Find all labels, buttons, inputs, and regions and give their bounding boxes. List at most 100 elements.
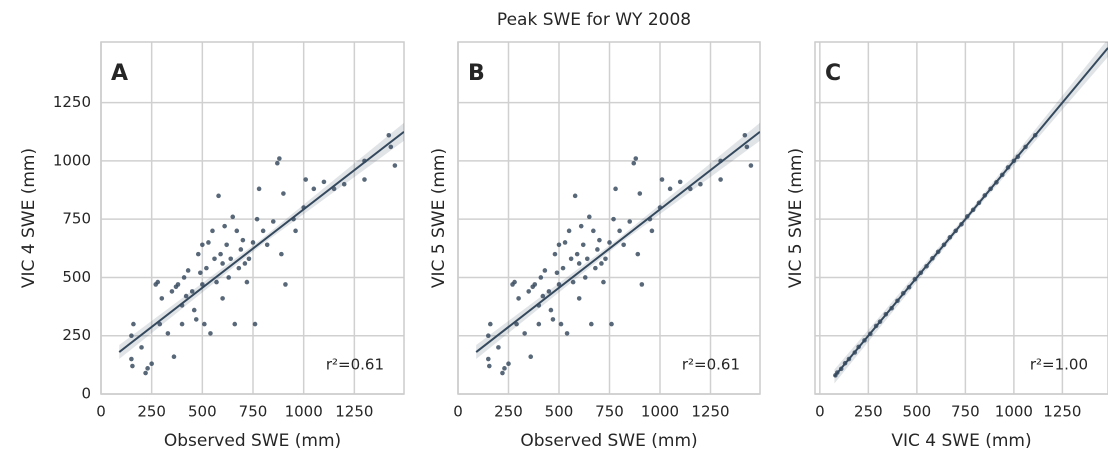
data-point <box>542 268 548 273</box>
data-point <box>129 356 134 362</box>
data-point <box>157 321 163 327</box>
x-tick-label: 1250 <box>691 403 729 421</box>
data-point <box>388 144 394 150</box>
panel-label: A <box>111 61 128 86</box>
data-point <box>195 251 201 257</box>
x-axis-label: VIC 4 SWE (mm) <box>891 431 1031 451</box>
data-point <box>548 307 554 313</box>
data-point <box>591 228 596 234</box>
x-tick-label: 500 <box>545 403 574 421</box>
y-axis-label: VIC 5 SWE (mm) <box>786 148 806 288</box>
data-point <box>198 270 203 276</box>
fit-line <box>833 47 1108 378</box>
x-tick-label: 1250 <box>1043 403 1081 421</box>
data-point <box>516 296 521 301</box>
data-point <box>554 270 560 276</box>
data-point <box>744 144 750 150</box>
data-point <box>562 240 568 245</box>
data-point <box>236 265 242 271</box>
data-point <box>181 275 187 280</box>
x-tick-label: 1000 <box>285 403 323 421</box>
r-squared: r²=1.00 <box>1030 356 1088 374</box>
data-point <box>155 279 161 285</box>
data-point <box>210 228 215 234</box>
data-point <box>627 219 633 224</box>
data-point <box>599 261 604 266</box>
data-point <box>246 256 252 262</box>
data-point <box>677 179 683 185</box>
data-point <box>216 193 221 199</box>
data-point <box>362 177 367 182</box>
data-point <box>649 228 655 234</box>
data-point <box>486 356 491 362</box>
data-point <box>145 366 150 371</box>
data-point <box>228 256 234 262</box>
data-point <box>200 242 205 248</box>
data-point <box>528 354 534 360</box>
x-tick-label: 0 <box>96 403 106 421</box>
data-point <box>502 366 507 371</box>
data-point <box>293 228 298 234</box>
data-point <box>552 251 558 257</box>
x-tick-label: 750 <box>239 403 268 421</box>
data-point <box>639 282 645 287</box>
data-point <box>212 256 217 262</box>
data-point <box>303 177 309 182</box>
data-point <box>191 307 197 313</box>
y-tick-label: 1000 <box>53 151 91 169</box>
data-point <box>589 321 594 327</box>
r-squared: r²=0.61 <box>682 356 740 374</box>
data-point <box>143 370 148 376</box>
data-point <box>486 333 491 339</box>
y-tick-label: 0 <box>81 385 91 403</box>
data-point <box>220 261 225 266</box>
data-point <box>587 214 592 220</box>
data-point <box>558 321 564 327</box>
data-point <box>222 223 227 229</box>
data-point <box>169 289 175 294</box>
data-point <box>506 361 511 366</box>
x-tick-label: 250 <box>854 403 883 421</box>
data-point <box>131 321 136 327</box>
panel-label: C <box>825 61 841 86</box>
axes-frame <box>814 41 1108 395</box>
data-point <box>283 282 288 287</box>
data-point <box>279 251 284 257</box>
y-tick-label: 500 <box>62 268 91 286</box>
data-point <box>130 363 135 369</box>
data-point <box>149 361 154 366</box>
data-point <box>238 247 244 252</box>
data-point <box>582 275 588 280</box>
data-point <box>609 321 614 327</box>
data-point <box>576 296 582 301</box>
data-point <box>748 163 754 168</box>
data-point <box>256 186 262 192</box>
data-point <box>597 237 602 243</box>
data-point <box>159 296 165 301</box>
x-tick-label: 1000 <box>995 403 1033 421</box>
data-point <box>514 321 519 327</box>
figure-title: Peak SWE for WY 2008 <box>497 10 691 30</box>
data-point <box>311 186 317 192</box>
data-point <box>321 179 327 185</box>
y-axis-label: VIC 5 SWE (mm) <box>429 148 449 288</box>
data-point <box>277 156 282 161</box>
data-point <box>234 228 240 234</box>
data-point <box>742 132 748 138</box>
data-point <box>139 345 144 350</box>
data-point <box>568 256 574 262</box>
data-point <box>175 282 181 287</box>
data-point <box>550 317 556 322</box>
data-point <box>183 293 189 299</box>
data-point <box>607 240 612 245</box>
data-point <box>226 275 231 280</box>
data-point <box>281 191 286 196</box>
x-tick-label: 1250 <box>335 403 373 421</box>
plot-area <box>118 122 404 376</box>
x-tick-label: 1000 <box>641 403 679 421</box>
data-point <box>556 242 562 248</box>
data-point <box>244 279 250 285</box>
data-point <box>220 296 225 301</box>
panel-label: B <box>468 61 485 86</box>
